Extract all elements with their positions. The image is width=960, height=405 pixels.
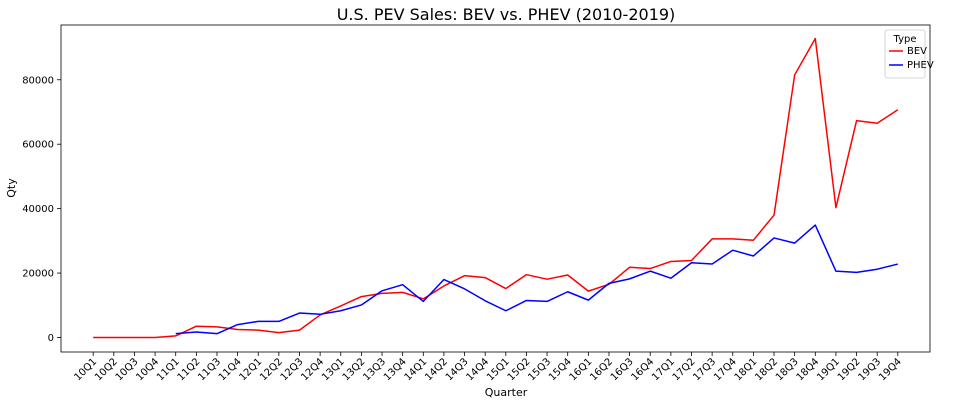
x-tick-label: 19Q1 — [815, 356, 842, 383]
x-tick-label: 17Q4 — [712, 356, 739, 383]
series-line-phev — [175, 224, 898, 335]
x-tick-label: 16Q1 — [568, 356, 595, 383]
x-tick-label: 11Q3 — [196, 356, 223, 383]
x-tick-label: 18Q1 — [733, 356, 760, 383]
x-tick-label: 10Q3 — [114, 356, 141, 383]
plot-frame — [60, 24, 931, 353]
x-axis-label: Quarter — [485, 386, 528, 399]
y-tick-label: 80000 — [22, 75, 54, 86]
x-tick-label: 14Q1 — [403, 356, 430, 383]
x-tick-label: 10Q1 — [72, 356, 99, 383]
x-tick-label: 14Q4 — [464, 356, 491, 383]
x-tick-label: 14Q3 — [444, 356, 471, 383]
plot-area: 02000040000600008000010Q110Q210Q310Q411Q… — [22, 24, 931, 383]
legend-title: Type — [893, 34, 917, 45]
x-tick-label: 16Q4 — [630, 356, 657, 383]
x-tick-label: 19Q4 — [877, 356, 904, 383]
x-tick-label: 15Q3 — [526, 356, 553, 383]
x-tick-label: 18Q2 — [753, 356, 780, 383]
x-tick-label: 17Q3 — [691, 356, 718, 383]
x-tick-label: 19Q3 — [856, 356, 883, 383]
x-tick-label: 12Q4 — [299, 356, 326, 383]
x-tick-label: 10Q2 — [93, 356, 120, 383]
y-tick-label: 0 — [48, 333, 54, 344]
legend-label-phev: PHEV — [907, 60, 934, 71]
x-tick-label: 12Q2 — [258, 356, 285, 383]
x-tick-label: 11Q1 — [155, 356, 182, 383]
x-tick-label: 10Q4 — [134, 356, 161, 383]
chart-title: U.S. PEV Sales: BEV vs. PHEV (2010-2019) — [337, 5, 676, 24]
series-line-bev — [93, 37, 899, 339]
x-tick-label: 18Q4 — [795, 356, 822, 383]
y-tick-label: 60000 — [22, 140, 54, 151]
x-tick-label: 12Q3 — [279, 356, 306, 383]
x-tick-label: 11Q4 — [217, 356, 244, 383]
x-tick-label: 16Q2 — [588, 356, 615, 383]
x-tick-label: 16Q3 — [609, 356, 636, 383]
x-tick-label: 13Q4 — [382, 356, 409, 383]
x-tick-label: 18Q3 — [774, 356, 801, 383]
x-tick-label: 11Q2 — [176, 356, 203, 383]
y-tick-label: 20000 — [22, 269, 54, 280]
y-tick-label: 40000 — [22, 204, 54, 215]
x-tick-label: 15Q2 — [506, 356, 533, 383]
x-tick-label: 12Q1 — [238, 356, 265, 383]
legend-label-bev: BEV — [907, 46, 927, 57]
legend-box — [884, 29, 926, 79]
y-axis-label: Qty — [5, 178, 18, 198]
x-tick-label: 13Q2 — [341, 356, 368, 383]
x-tick-label: 15Q4 — [547, 356, 574, 383]
x-tick-label: 13Q3 — [361, 356, 388, 383]
x-tick-label: 15Q1 — [485, 356, 512, 383]
x-tick-label: 17Q1 — [650, 356, 677, 383]
x-tick-label: 14Q2 — [423, 356, 450, 383]
x-tick-label: 13Q1 — [320, 356, 347, 383]
x-tick-label: 17Q2 — [671, 356, 698, 383]
x-tick-label: 19Q2 — [836, 356, 863, 383]
